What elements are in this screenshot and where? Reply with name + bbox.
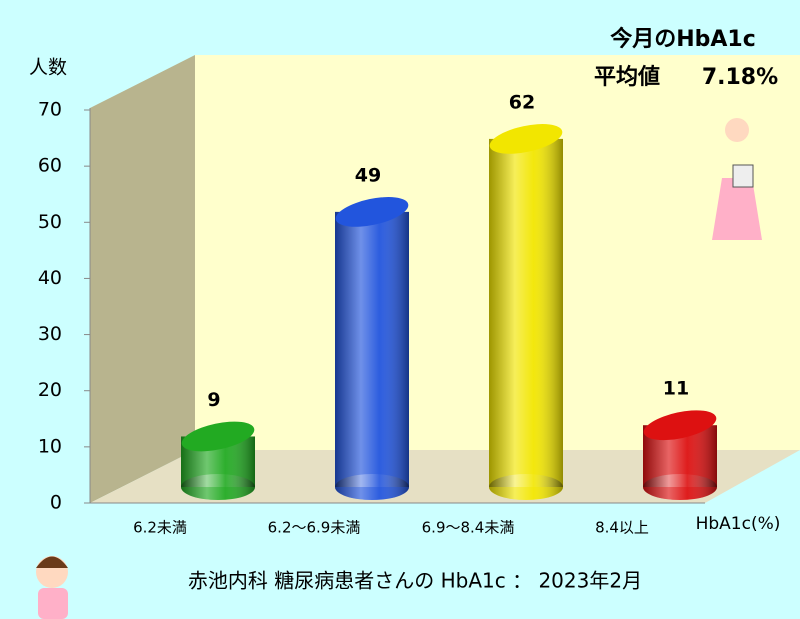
x-axis-label: HbA1c(%) (696, 514, 781, 534)
caption: 赤池内科 糖尿病患者さんの HbA1c ： 2023年2月 (188, 569, 642, 593)
y-tick-label: 60 (38, 155, 62, 177)
bar-top (181, 421, 255, 452)
value-label: 9 (207, 389, 220, 411)
bar-top (335, 197, 409, 227)
y-tick-label: 70 (38, 99, 62, 121)
x-tick-label: 6.9～8.4未満 (422, 519, 515, 537)
side-wall (90, 55, 195, 503)
y-tick-label: 50 (38, 211, 62, 233)
bar-shade (335, 211, 409, 487)
y-tick-label: 0 (50, 492, 62, 514)
bar-shade (489, 138, 563, 487)
x-tick-label: 8.4以上 (595, 519, 649, 537)
annotation: 7.18% (702, 65, 778, 90)
x-tick-label: 6.2未満 (133, 519, 187, 537)
bar-top (643, 410, 717, 441)
nurse-icon (36, 118, 762, 619)
y-tick-label: 40 (38, 267, 62, 289)
value-label: 62 (509, 91, 535, 113)
floor (90, 450, 800, 503)
annotation: 平均値 (594, 64, 660, 90)
annotation: 今月のHbA1c (610, 26, 756, 52)
y-tick-label: 10 (38, 435, 62, 457)
value-label: 49 (355, 164, 381, 186)
x-tick-label: 6.2～6.9未満 (268, 519, 361, 537)
bar-top (489, 124, 563, 154)
y-tick-label: 20 (38, 379, 62, 401)
y-axis-label: 人数 (29, 57, 67, 79)
value-label: 11 (663, 378, 689, 400)
y-tick-label: 30 (38, 323, 62, 345)
